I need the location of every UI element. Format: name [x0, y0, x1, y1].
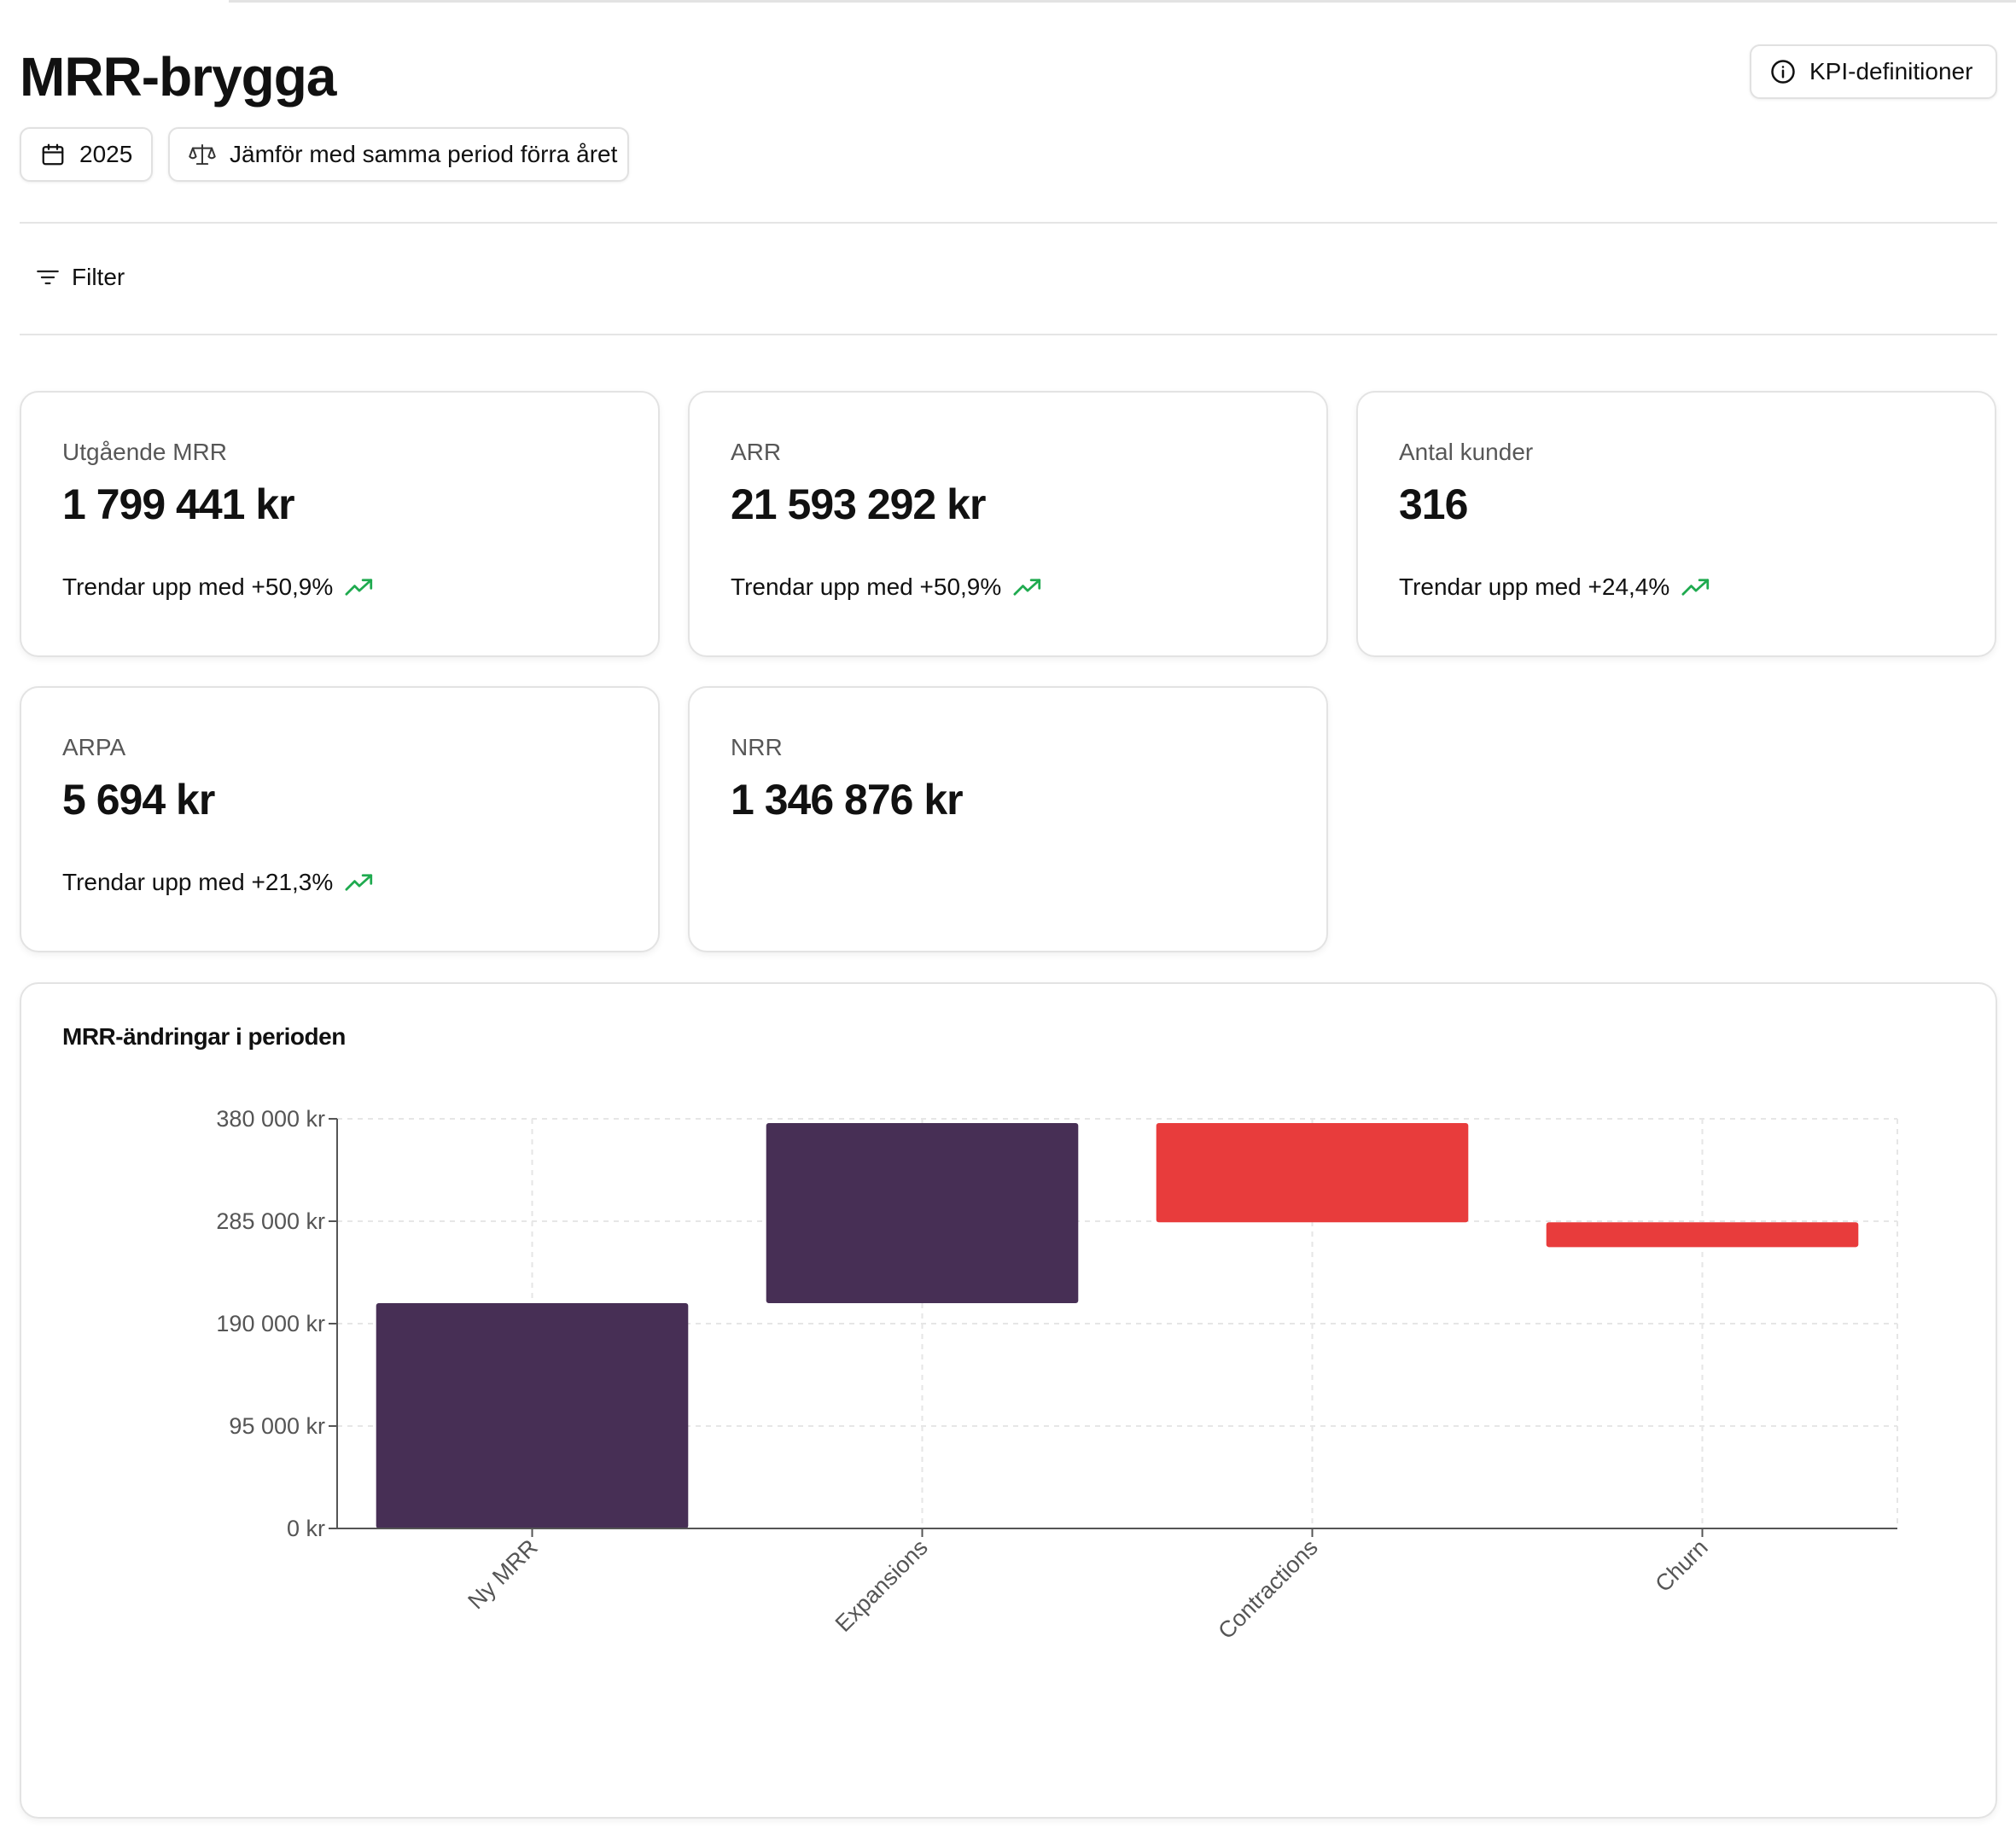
kpi-label: NRR [731, 734, 783, 760]
kpi-card-arpa: ARPA 5 694 kr Trendar upp med +21,3% [20, 686, 660, 952]
kpi-trend: Trendar upp med +24,4% [1399, 573, 1710, 601]
waterfall-chart: 0 kr 95 000 kr 190 000 kr 285 000 kr 380 000… [216, 1106, 1898, 1644]
bar-expansions [766, 1123, 1079, 1303]
kpi-trend: Trendar upp med +50,9% [62, 573, 374, 601]
kpi-value: 5 694 kr [62, 776, 215, 824]
filter-icon [37, 270, 59, 285]
kpi-trend: Trendar upp med +21,3% [62, 869, 374, 896]
kpi-card-arr: ARR 21 593 292 kr Trendar upp med +50,9% [688, 391, 1328, 657]
compare-period-button[interactable]: Jämför med samma period förra året [168, 127, 629, 182]
kpi-value: 1 799 441 kr [62, 480, 295, 528]
kpi-card-nrr: NRR 1 346 876 kr [688, 686, 1328, 952]
info-icon [1771, 60, 1795, 84]
filter-label: Filter [72, 264, 125, 290]
trend-up-icon [1681, 579, 1710, 596]
y-tick-label: 285 000 kr [216, 1208, 325, 1234]
bar-ny-mrr [376, 1303, 689, 1528]
top-divider [229, 0, 2016, 3]
y-tick-label: 0 kr [287, 1516, 325, 1541]
compare-label: Jämför med samma period förra året [230, 141, 618, 167]
x-tick-label: Churn [1651, 1534, 1713, 1597]
x-tick-label: Expansions [830, 1534, 933, 1637]
kpi-card-outgoing-mrr: Utgående MRR 1 799 441 kr Trendar upp me… [20, 391, 660, 657]
mrr-changes-chart-card: MRR-ändringar i perioden 0 kr 95 000 kr 19… [20, 982, 1997, 1819]
x-tick-label: Contractions [1213, 1534, 1322, 1644]
kpi-value: 21 593 292 kr [731, 480, 986, 528]
bar-contractions [1156, 1123, 1469, 1223]
kpi-trend: Trendar upp med +50,9% [731, 573, 1042, 601]
page-title: MRR-brygga [20, 46, 336, 108]
bar-churn [1546, 1222, 1859, 1248]
kpi-value: 1 346 876 kr [731, 776, 964, 824]
kpi-trend-text: Trendar upp med +21,3% [62, 869, 334, 895]
y-tick-label: 190 000 kr [216, 1311, 325, 1336]
year-picker-button[interactable]: 2025 [20, 127, 153, 182]
trend-up-icon [345, 579, 373, 596]
filter-button[interactable]: Filter [36, 264, 125, 291]
x-tick-label: Ny MRR [463, 1534, 542, 1614]
kpi-trend-text: Trendar upp med +24,4% [1399, 573, 1670, 600]
kpi-label: Antal kunder [1399, 439, 1534, 465]
kpi-label: ARPA [62, 734, 126, 760]
kpi-label: ARR [731, 439, 782, 465]
y-tick-label: 380 000 kr [216, 1106, 325, 1132]
chart-title: MRR-ändringar i perioden [62, 1023, 346, 1050]
kpi-definitions-button[interactable]: KPI-definitioner [1750, 44, 1997, 99]
divider [20, 334, 1997, 335]
kpi-value: 316 [1399, 480, 1468, 528]
y-tick-label: 95 000 kr [229, 1413, 325, 1439]
trend-up-icon [345, 874, 373, 891]
kpi-trend-text: Trendar upp med +50,9% [731, 573, 1002, 600]
scale-icon [189, 143, 216, 166]
kpi-label: Utgående MRR [62, 439, 227, 465]
calendar-icon [42, 143, 64, 166]
kpi-card-customer-count: Antal kunder 316 Trendar upp med +24,4% [1356, 391, 1996, 657]
trend-up-icon [1013, 579, 1041, 596]
divider [20, 222, 1997, 224]
kpi-definitions-label: KPI-definitioner [1809, 58, 1973, 84]
year-label: 2025 [79, 141, 133, 167]
kpi-trend-text: Trendar upp med +50,9% [62, 573, 334, 600]
